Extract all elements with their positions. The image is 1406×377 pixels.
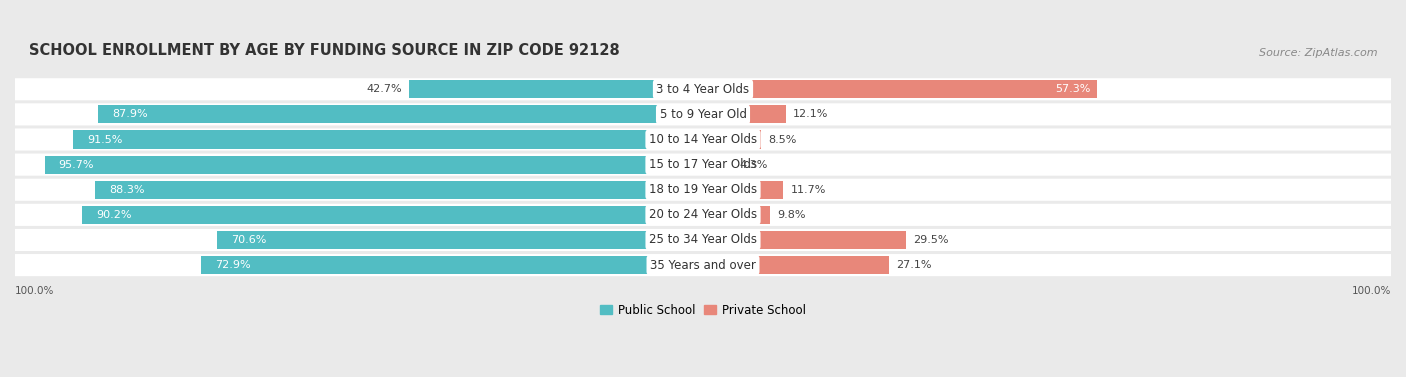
Text: 88.3%: 88.3%: [110, 185, 145, 195]
Bar: [703, 181, 783, 199]
Text: 87.9%: 87.9%: [112, 109, 148, 120]
Bar: [73, 130, 703, 149]
Text: 57.3%: 57.3%: [1054, 84, 1090, 94]
FancyBboxPatch shape: [15, 229, 1391, 251]
Text: 100.0%: 100.0%: [1351, 287, 1391, 296]
FancyBboxPatch shape: [15, 78, 1391, 100]
Text: 4.3%: 4.3%: [740, 159, 768, 170]
Text: 42.7%: 42.7%: [367, 84, 402, 94]
Bar: [98, 105, 703, 123]
Bar: [703, 206, 770, 224]
Text: 100.0%: 100.0%: [15, 287, 55, 296]
Bar: [201, 256, 703, 274]
FancyBboxPatch shape: [15, 103, 1391, 126]
Bar: [703, 80, 1097, 98]
Text: 8.5%: 8.5%: [768, 135, 797, 144]
FancyBboxPatch shape: [15, 179, 1391, 201]
Text: 20 to 24 Year Olds: 20 to 24 Year Olds: [650, 208, 756, 221]
Bar: [218, 231, 703, 249]
Text: 15 to 17 Year Olds: 15 to 17 Year Olds: [650, 158, 756, 171]
Bar: [703, 156, 733, 174]
Bar: [409, 80, 703, 98]
Text: 11.7%: 11.7%: [790, 185, 825, 195]
Text: 27.1%: 27.1%: [897, 260, 932, 270]
Bar: [703, 231, 905, 249]
Text: 90.2%: 90.2%: [96, 210, 132, 220]
Text: Source: ZipAtlas.com: Source: ZipAtlas.com: [1258, 48, 1378, 58]
Text: 91.5%: 91.5%: [87, 135, 122, 144]
Text: 5 to 9 Year Old: 5 to 9 Year Old: [659, 108, 747, 121]
Text: 25 to 34 Year Olds: 25 to 34 Year Olds: [650, 233, 756, 247]
Bar: [703, 130, 762, 149]
Legend: Public School, Private School: Public School, Private School: [595, 299, 811, 321]
Text: 9.8%: 9.8%: [778, 210, 806, 220]
FancyBboxPatch shape: [15, 254, 1391, 276]
Text: SCHOOL ENROLLMENT BY AGE BY FUNDING SOURCE IN ZIP CODE 92128: SCHOOL ENROLLMENT BY AGE BY FUNDING SOUR…: [28, 43, 620, 58]
Bar: [703, 105, 786, 123]
Text: 3 to 4 Year Olds: 3 to 4 Year Olds: [657, 83, 749, 96]
Text: 29.5%: 29.5%: [912, 235, 948, 245]
Text: 10 to 14 Year Olds: 10 to 14 Year Olds: [650, 133, 756, 146]
Text: 18 to 19 Year Olds: 18 to 19 Year Olds: [650, 183, 756, 196]
Bar: [83, 206, 703, 224]
FancyBboxPatch shape: [15, 153, 1391, 176]
Text: 95.7%: 95.7%: [58, 159, 94, 170]
FancyBboxPatch shape: [15, 129, 1391, 150]
Text: 35 Years and over: 35 Years and over: [650, 259, 756, 271]
FancyBboxPatch shape: [15, 204, 1391, 226]
Text: 72.9%: 72.9%: [215, 260, 250, 270]
Bar: [703, 256, 890, 274]
Text: 12.1%: 12.1%: [793, 109, 828, 120]
Bar: [45, 156, 703, 174]
Bar: [96, 181, 703, 199]
Text: 70.6%: 70.6%: [231, 235, 266, 245]
